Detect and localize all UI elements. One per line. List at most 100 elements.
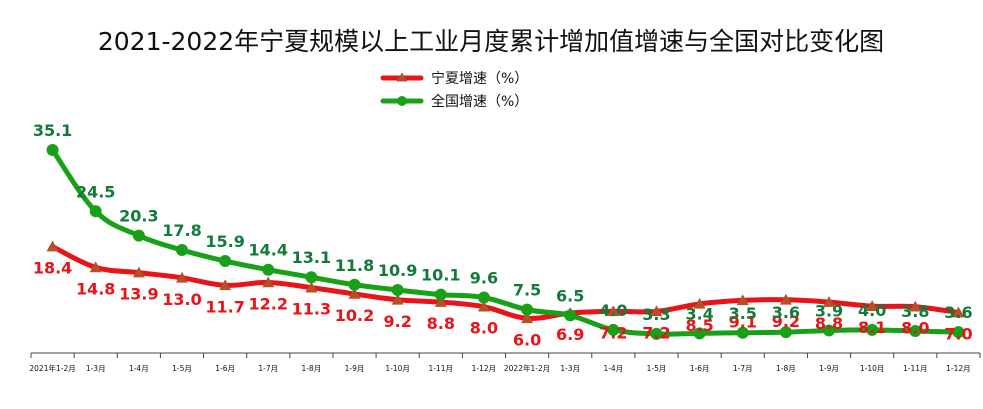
- data-point-triangle: [132, 266, 145, 278]
- x-tick-label: 1-4月: [603, 364, 623, 373]
- value-label-national: 3.8: [901, 302, 929, 321]
- value-labels: 18.414.8 13.9 13.0 11.7 12.2 11.3 10.2 9.2 8.8 8.…: [33, 121, 973, 349]
- x-tick-label: 1-7月: [733, 364, 753, 373]
- value-label-national: 13.1: [292, 248, 331, 267]
- series-line-national: [50, 147, 961, 337]
- value-label-ningxia: 14.8: [76, 279, 115, 298]
- data-point-circle: [952, 326, 965, 339]
- value-label-ningxia: 8.0: [470, 319, 498, 338]
- value-label-national: 3.5: [729, 304, 757, 323]
- x-tick-label: 1-3月: [86, 364, 106, 373]
- data-point-circle: [823, 324, 836, 337]
- legend-triangle-marker: [396, 72, 408, 82]
- data-point-triangle: [391, 293, 404, 305]
- data-point-triangle: [305, 281, 318, 293]
- value-label-ningxia: 18.4: [33, 259, 72, 278]
- value-label-national: 7.5: [513, 281, 541, 300]
- legend: 宁夏增速（%） 全国增速（%）: [380, 70, 528, 110]
- value-label-national: 3.4: [685, 304, 713, 323]
- data-point-circle: [477, 291, 490, 304]
- value-label-national: 9.6: [470, 268, 498, 287]
- data-point-circle: [46, 144, 59, 156]
- value-label-ningxia: 9.2: [772, 312, 800, 331]
- legend-item-ningxia: 宁夏增速（%）: [380, 70, 528, 87]
- value-label-national: 20.3: [119, 207, 158, 226]
- data-point-circle: [434, 288, 447, 301]
- series-line-ningxia: [50, 244, 961, 321]
- value-label-national: 6.5: [556, 286, 584, 305]
- data-point-triangle: [477, 300, 490, 312]
- value-label-national: 10.1: [421, 266, 460, 285]
- data-point-circle: [391, 283, 404, 296]
- value-label-ningxia: 8.5: [685, 316, 713, 335]
- value-label-ningxia: 10.2: [335, 306, 374, 325]
- data-point-triangle: [607, 305, 620, 317]
- value-label-ningxia: 9.1: [729, 312, 757, 331]
- value-label-ningxia: 13.0: [162, 290, 201, 309]
- value-label-national: 4.0: [858, 301, 886, 320]
- chart-title: 2021-2022年宁夏规模以上工业月度累计增加值增速与全国对比变化图: [98, 27, 884, 56]
- x-tick-label: 1-10月: [385, 364, 410, 373]
- data-point-circle: [693, 327, 706, 340]
- value-label-national: 15.9: [205, 232, 244, 251]
- data-point-circle: [219, 255, 232, 268]
- x-tick-label: 1-6月: [215, 364, 235, 373]
- value-label-ningxia: 8.1: [858, 318, 886, 337]
- data-point-triangle: [89, 261, 102, 273]
- x-tick-label: 1-3月: [560, 364, 580, 373]
- legend-label-ningxia: 宁夏增速（%）: [431, 70, 528, 87]
- value-label-ningxia: 7.0: [944, 325, 972, 344]
- data-point-triangle: [909, 300, 922, 312]
- value-label-national: 11.8: [335, 256, 374, 275]
- value-label-national: 17.8: [162, 221, 201, 240]
- value-label-national: 3.6: [772, 303, 800, 322]
- value-label-ningxia: 8.0: [901, 319, 929, 338]
- series-layer: [46, 144, 965, 340]
- x-tick-label: 1-8月: [302, 364, 322, 373]
- data-point-triangle: [650, 305, 663, 317]
- value-label-ningxia: 8.8: [427, 314, 455, 333]
- data-point-circle: [650, 327, 663, 340]
- x-tick-label: 1-12月: [946, 364, 971, 373]
- legend-circle-marker: [397, 96, 407, 106]
- legend-label-national: 全国增速（%）: [431, 93, 528, 110]
- data-point-triangle: [823, 296, 836, 307]
- value-label-ningxia: 6.9: [556, 325, 584, 344]
- x-tick-label: 1-9月: [819, 364, 839, 373]
- data-point-circle: [779, 326, 792, 339]
- data-point-circle: [866, 323, 879, 336]
- data-point-triangle: [866, 300, 879, 311]
- x-tick-label: 2022年1-2月: [504, 363, 550, 373]
- x-tick-label: 1-4月: [129, 364, 149, 373]
- data-point-triangle: [779, 293, 792, 305]
- x-tick-label: 2021年1-2月: [29, 363, 75, 373]
- value-label-national: 3.6: [944, 303, 972, 322]
- data-point-triangle: [46, 240, 59, 252]
- data-point-triangle: [262, 276, 275, 288]
- value-label-national: 35.1: [33, 121, 72, 140]
- value-label-ningxia: 9.2: [383, 312, 411, 331]
- data-point-circle: [564, 309, 577, 322]
- value-label-national: 10.9: [378, 261, 417, 280]
- data-point-circle: [348, 278, 361, 291]
- legend-item-national: 全国增速（%）: [380, 93, 528, 110]
- value-label-ningxia: 8.8: [815, 314, 843, 333]
- value-label-national: 3.9: [815, 301, 843, 320]
- data-point-triangle: [348, 288, 361, 299]
- x-tick-label: 1-7月: [258, 364, 278, 373]
- x-tick-label: 1-5月: [647, 364, 667, 373]
- data-point-triangle: [736, 294, 749, 306]
- x-tick-label: 1-11月: [903, 364, 928, 373]
- value-label-national: 4.0: [599, 301, 627, 320]
- value-label-national: 14.4: [249, 241, 288, 260]
- data-point-triangle: [521, 312, 534, 324]
- value-label-ningxia: 7.2: [599, 323, 627, 342]
- data-point-circle: [521, 303, 534, 316]
- data-point-circle: [305, 271, 318, 284]
- data-point-circle: [736, 326, 749, 339]
- value-label-ningxia: 13.9: [119, 285, 158, 304]
- x-tick-label: 1-8月: [776, 364, 796, 373]
- value-label-ningxia: 11.3: [292, 300, 331, 319]
- value-label-ningxia: 7.2: [642, 323, 670, 342]
